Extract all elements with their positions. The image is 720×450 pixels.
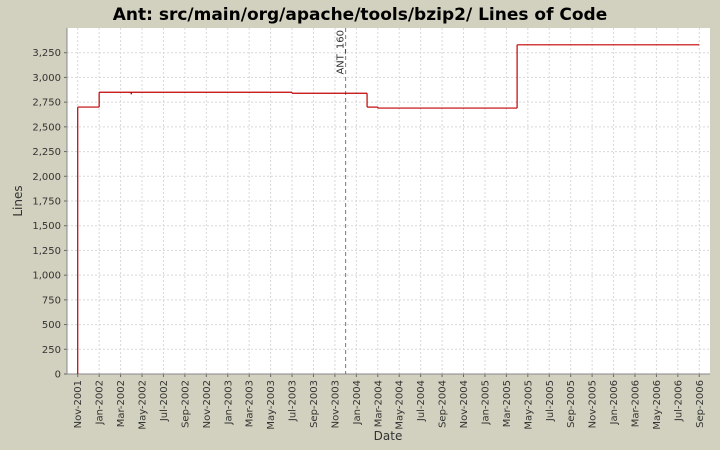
annotation-label: ANT_160 <box>336 30 347 75</box>
x-tick-label: Jan-2004 <box>352 380 363 425</box>
y-tick-label: 3,250 <box>32 48 61 59</box>
x-tick-label: Sep-2006 <box>695 380 706 428</box>
x-tick-label: Jan-2003 <box>223 380 234 425</box>
y-tick-label: 250 <box>42 345 61 356</box>
y-tick-label: 1,250 <box>32 246 61 257</box>
x-tick-label: Sep-2004 <box>438 380 449 428</box>
x-tick-label: Nov-2001 <box>73 380 84 428</box>
x-tick-label: Jan-2005 <box>480 380 491 425</box>
y-tick-label: 2,750 <box>32 98 61 109</box>
x-tick-label: Mar-2006 <box>630 380 641 427</box>
x-tick-label: Mar-2005 <box>502 380 513 427</box>
y-tick-label: 1,000 <box>32 271 61 282</box>
x-tick-label: Sep-2005 <box>566 380 577 428</box>
x-tick-label: Nov-2002 <box>202 380 213 428</box>
y-tick-label: 750 <box>42 295 61 306</box>
x-tick-label: May-2005 <box>523 380 534 430</box>
x-tick-label: May-2004 <box>395 380 406 430</box>
x-tick-label: May-2003 <box>266 380 277 430</box>
y-tick-label: 3,000 <box>32 73 61 84</box>
x-tick-label: Jul-2003 <box>288 380 299 422</box>
x-tick-label: Sep-2002 <box>180 380 191 428</box>
x-tick-label: Mar-2003 <box>245 380 256 427</box>
x-tick-label: Mar-2004 <box>373 380 384 427</box>
x-tick-label: Nov-2003 <box>330 380 341 428</box>
x-tick-label: May-2006 <box>652 380 663 430</box>
x-tick-label: Jul-2004 <box>416 380 427 422</box>
x-tick-label: Jul-2005 <box>545 380 556 422</box>
x-tick-label: Nov-2004 <box>459 380 470 428</box>
y-tick-label: 2,250 <box>32 147 61 158</box>
y-tick-label: 500 <box>42 320 61 331</box>
y-tick-label: 0 <box>55 370 61 381</box>
y-tick-label: 2,500 <box>32 122 61 133</box>
y-axis-label: Lines <box>11 185 25 216</box>
y-tick-label: 2,000 <box>32 172 61 183</box>
x-tick-label: Nov-2005 <box>588 380 599 428</box>
x-tick-label: Jul-2006 <box>673 380 684 422</box>
chart-title: Ant: src/main/org/apache/tools/bzip2/ Li… <box>113 5 608 25</box>
x-tick-label: Sep-2003 <box>309 380 320 428</box>
y-tick-label: 1,500 <box>32 221 61 232</box>
x-tick-label: Jan-2002 <box>95 380 106 425</box>
x-axis-label: Date <box>374 429 403 443</box>
x-tick-label: Mar-2002 <box>116 380 127 427</box>
x-tick-label: May-2002 <box>138 380 149 430</box>
y-tick-label: 1,750 <box>32 197 61 208</box>
x-tick-label: Jul-2002 <box>159 380 170 422</box>
x-tick-label: Jan-2006 <box>609 380 620 425</box>
